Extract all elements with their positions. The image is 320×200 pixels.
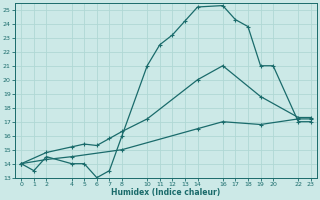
X-axis label: Humidex (Indice chaleur): Humidex (Indice chaleur) xyxy=(111,188,221,197)
